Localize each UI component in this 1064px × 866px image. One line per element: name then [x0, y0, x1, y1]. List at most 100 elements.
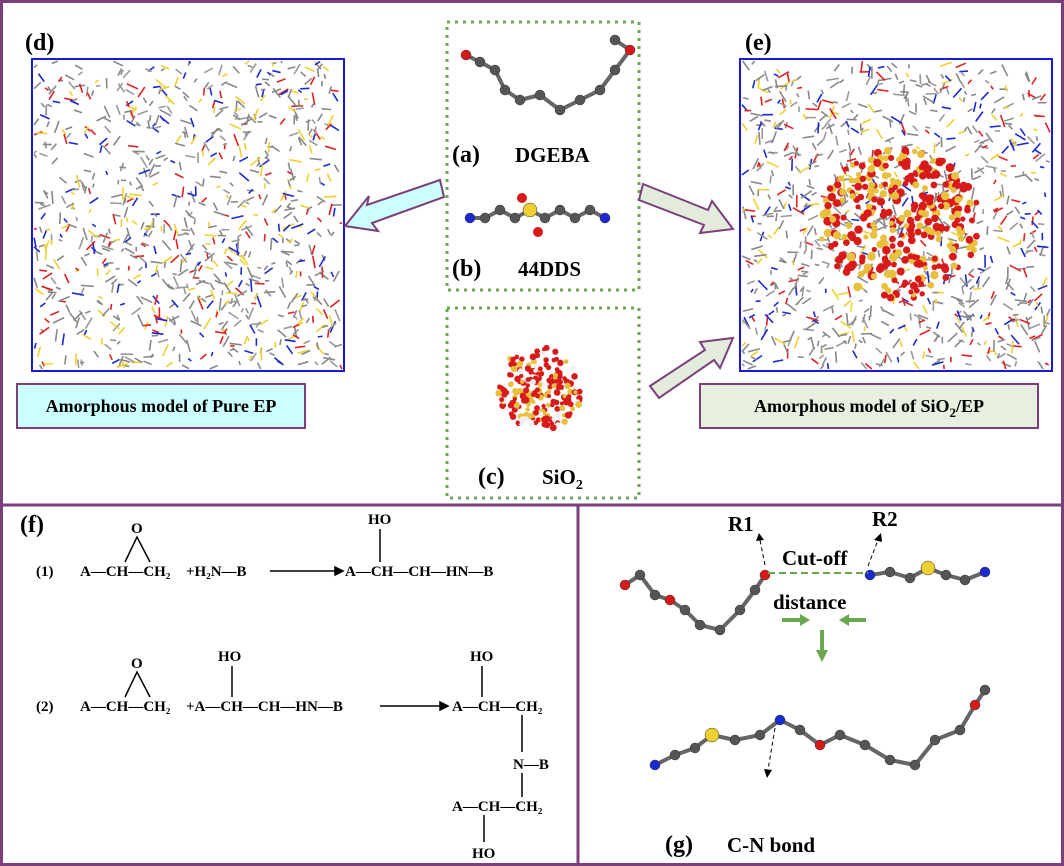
bond [91, 236, 92, 243]
bond [797, 87, 802, 88]
atom [880, 190, 887, 197]
bond [331, 90, 339, 91]
bond [194, 220, 195, 224]
text: Amorphous model of SiO [754, 396, 950, 416]
bond [803, 329, 814, 330]
atom [926, 199, 933, 206]
panel-label: (c) [478, 464, 505, 490]
bond [978, 280, 979, 287]
bond [331, 205, 342, 206]
bond [60, 212, 61, 223]
atom [882, 155, 888, 161]
amorphous-box-e [740, 59, 1052, 371]
atom [871, 273, 877, 279]
bond [775, 86, 788, 87]
atom [884, 147, 892, 155]
atom [888, 155, 894, 161]
atom [923, 266, 928, 271]
atom [956, 226, 962, 232]
bond [46, 249, 47, 260]
bond [234, 109, 241, 110]
atom [911, 207, 917, 213]
bond [828, 363, 829, 369]
atom [570, 213, 580, 223]
bond [111, 304, 112, 310]
atom [908, 232, 915, 239]
atom [650, 760, 660, 770]
atom [862, 184, 868, 190]
bond [855, 343, 856, 348]
bond [239, 361, 240, 365]
bond [222, 290, 223, 295]
atom [951, 172, 959, 180]
atom [930, 158, 936, 164]
bond [202, 151, 203, 156]
atom [931, 215, 938, 222]
bond [264, 234, 265, 241]
bond [52, 191, 53, 204]
atom [955, 725, 965, 735]
atom [755, 730, 765, 740]
bond [1040, 167, 1044, 168]
atom [828, 193, 836, 201]
atom [903, 223, 909, 229]
bond [262, 79, 269, 80]
atom [530, 379, 536, 385]
bond [279, 224, 280, 232]
atom [461, 50, 471, 60]
atom [856, 172, 861, 177]
atom [499, 386, 504, 391]
atom [829, 216, 836, 223]
atom [895, 249, 902, 256]
bond [852, 67, 853, 74]
atom [525, 365, 531, 371]
subscript: 2 [576, 478, 583, 493]
atom [554, 406, 560, 412]
label: distance [773, 590, 847, 614]
atom [932, 170, 941, 179]
atom [908, 253, 914, 259]
bond [870, 305, 871, 317]
reaction-number: (1) [36, 564, 54, 580]
bond [124, 114, 125, 119]
atom [730, 735, 740, 745]
atom [935, 231, 941, 237]
atom [495, 205, 505, 215]
atom [967, 251, 974, 258]
atom [863, 234, 868, 239]
atom [884, 270, 892, 278]
atom [465, 213, 475, 223]
atom [858, 194, 864, 200]
bond [993, 230, 1002, 231]
caption: Amorphous model of Pure EP [46, 396, 277, 416]
atom [916, 222, 923, 229]
bond [847, 119, 857, 120]
atom [941, 192, 950, 201]
chem: HO [218, 649, 241, 665]
atom [564, 383, 570, 389]
atom [887, 294, 894, 301]
atom [526, 383, 531, 388]
bond [318, 69, 319, 77]
atom [525, 407, 530, 412]
atom [870, 222, 876, 228]
atom [949, 253, 957, 261]
chem: HO [472, 846, 495, 862]
atom [835, 730, 845, 740]
atom [897, 240, 904, 247]
atom [520, 380, 524, 384]
atom [566, 394, 571, 399]
atom [834, 263, 840, 269]
atom [859, 162, 866, 169]
atom [537, 377, 541, 381]
atom [844, 264, 852, 272]
atom [475, 57, 485, 67]
bond [226, 293, 237, 294]
panel-label: (g) [665, 832, 693, 858]
atom [944, 226, 950, 232]
atom [871, 196, 877, 202]
atom [921, 561, 935, 575]
bond [815, 264, 819, 265]
bond [930, 110, 937, 111]
bond [225, 272, 226, 276]
